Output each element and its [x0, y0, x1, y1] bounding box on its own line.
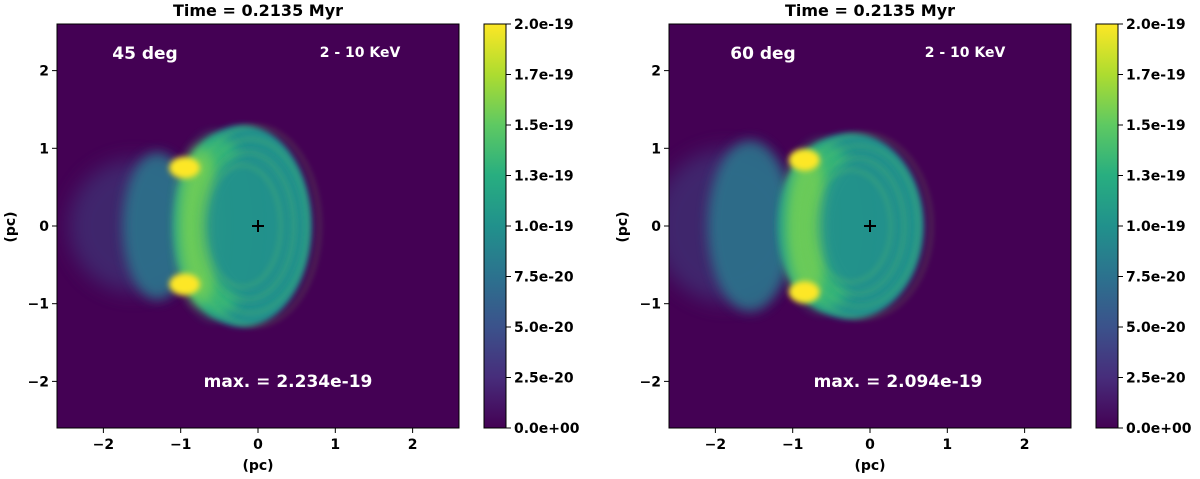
angle-label: 45 deg [112, 44, 177, 64]
x-tick-label: 2 [408, 437, 418, 453]
axes: −2 −1 0 1 2 −2 −1 0 1 2 [28, 23, 460, 453]
shell-arc [797, 144, 919, 308]
y-tick-label: 0 [39, 219, 49, 235]
y-axis-label: (pc) [615, 211, 631, 242]
energy-band-label: 2 - 10 KeV [925, 45, 1006, 61]
colorbar-tick-label: 2.0e-19 [514, 17, 574, 33]
axes: −2 −1 0 1 2 −2 −1 0 1 2 [640, 23, 1072, 453]
hotspot [169, 273, 201, 296]
colorbar-tick-label: 7.5e-20 [514, 270, 574, 286]
shell-inner [203, 152, 297, 300]
x-tick-label: 1 [942, 437, 952, 453]
colorbar-tick-label: 1.7e-19 [1126, 68, 1186, 84]
energy-band-label: 2 - 10 KeV [320, 45, 401, 61]
back-lobe [122, 152, 193, 300]
colorbar-tick-label: 5.0e-20 [1126, 320, 1186, 336]
shell-arc [803, 156, 906, 296]
shell-inner [819, 156, 905, 296]
max-value-label: max. = 2.094e-19 [814, 372, 983, 392]
colorbar: 0.0e+00 2.5e-20 5.0e-20 7.5e-20 1.0e-19 1.3e-… [483, 17, 580, 437]
colorbar-tick-label: 1.3e-19 [514, 169, 574, 185]
colorbar-tick-label: 5.0e-20 [514, 320, 574, 336]
colorbar-gradient [1095, 23, 1119, 429]
max-value-label: max. = 2.234e-19 [204, 372, 373, 392]
colorbar-tick-label: 7.5e-20 [1126, 270, 1186, 286]
heatmap-image [669, 24, 1071, 428]
x-tick-label: −2 [705, 437, 726, 453]
y-tick-label: 0 [651, 219, 661, 235]
y-tick-label: −2 [28, 374, 49, 390]
shell-arc [192, 138, 308, 314]
hotspot [788, 149, 820, 171]
colorbar-tick-label: 1.0e-19 [1126, 219, 1186, 235]
x-tick-label: 0 [865, 437, 875, 453]
x-axis-label: (pc) [242, 458, 273, 474]
colorbar-tick-label: 1.0e-19 [514, 219, 574, 235]
colorbar-tick-label: 0.0e+00 [1126, 421, 1192, 437]
colorbar-tick-label: 1.7e-19 [514, 68, 574, 84]
x-tick-label: −1 [782, 437, 803, 453]
colorbar: 0.0e+00 2.5e-20 5.0e-20 7.5e-20 1.0e-19 1.3e-… [1095, 17, 1192, 437]
shell-arc [197, 151, 295, 301]
hotspot [788, 281, 820, 303]
shell-arc [203, 164, 282, 288]
colorbar-tick-label: 2.5e-20 [514, 371, 574, 387]
y-tick-label: −2 [640, 374, 661, 390]
x-tick-label: −2 [93, 437, 114, 453]
x-axis-label: (pc) [854, 458, 885, 474]
x-tick-label: −1 [170, 437, 191, 453]
x-tick-label: 0 [253, 437, 263, 453]
panel-title: Time = 0.2135 Myr [785, 1, 955, 20]
colorbar-tick-label: 1.5e-19 [1126, 118, 1186, 134]
colorbar-tick-label: 1.3e-19 [1126, 169, 1186, 185]
panel-title: Time = 0.2135 Myr [173, 1, 343, 20]
back-lobe [707, 140, 793, 312]
hotspot [169, 156, 201, 179]
angle-label: 60 deg [730, 44, 795, 64]
colorbar-tick-label: 0.0e+00 [514, 421, 580, 437]
x-tick-label: 1 [330, 437, 340, 453]
shell-arc [809, 168, 893, 284]
y-tick-label: −1 [640, 297, 661, 313]
colorbar-gradient [483, 23, 507, 429]
colorbar-tick-label: 2.5e-20 [1126, 371, 1186, 387]
shell-arc [792, 132, 933, 320]
x-tick-label: 2 [1020, 437, 1030, 453]
y-tick-label: 1 [39, 141, 49, 157]
heatmap-image [57, 24, 459, 428]
colorbar-tick-label: 1.5e-19 [514, 118, 574, 134]
y-axis-label: (pc) [3, 211, 19, 242]
shell-arc [187, 124, 321, 328]
y-tick-label: 1 [651, 141, 661, 157]
y-tick-label: 2 [651, 64, 661, 80]
y-tick-label: 2 [39, 64, 49, 80]
y-tick-label: −1 [28, 297, 49, 313]
colorbar-tick-label: 2.0e-19 [1126, 17, 1186, 33]
